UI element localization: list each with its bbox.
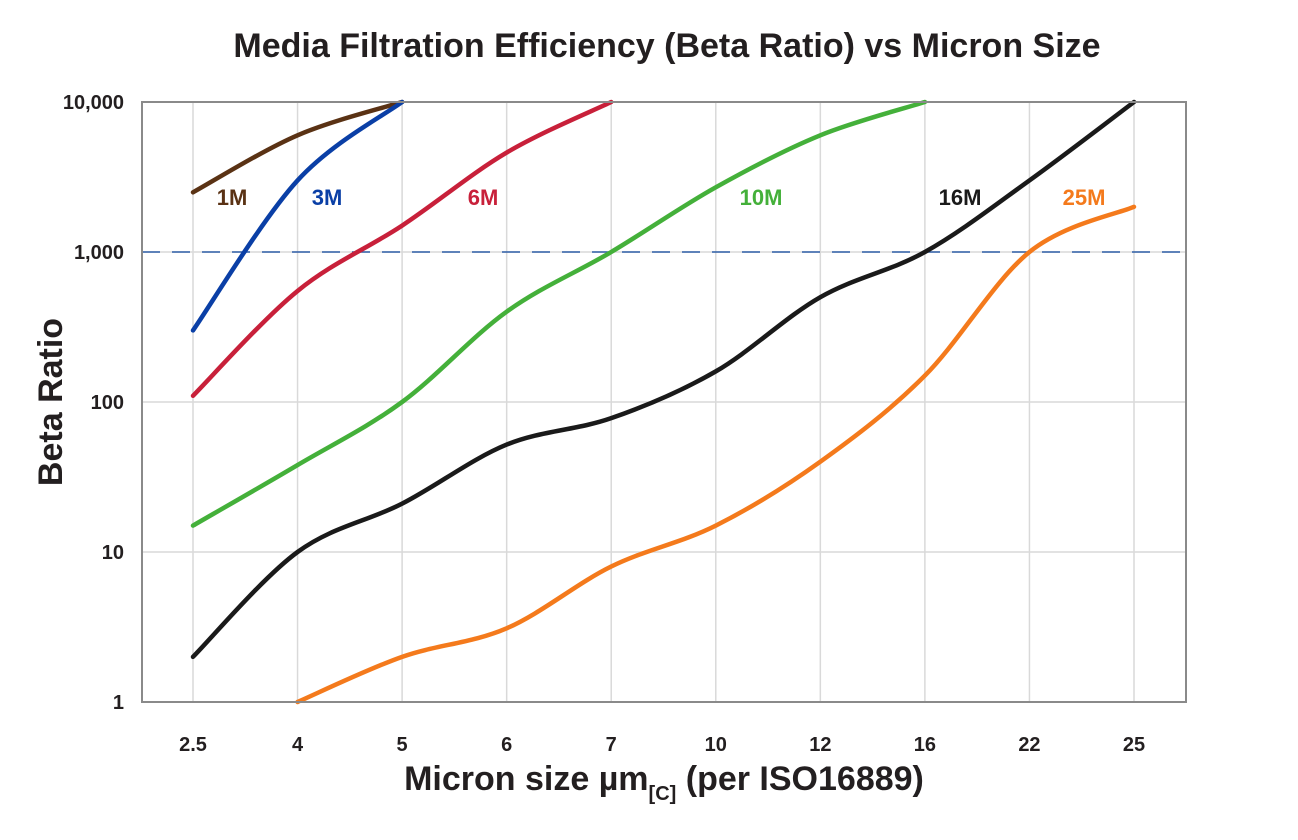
series-line-1M (190, 99, 405, 195)
x-tick-label: 10 (705, 734, 727, 756)
x-tick-label: 2.5 (179, 734, 207, 756)
y-tick-label: 1,000 (74, 242, 124, 264)
series-label-6M: 6M (468, 185, 499, 210)
series-label-10M: 10M (740, 185, 783, 210)
y-tick-label: 1 (113, 692, 124, 714)
x-tick-label: 5 (397, 734, 408, 756)
grid (142, 101, 1186, 703)
series-label-16M: 16M (939, 185, 982, 210)
y-tick-label: 10 (102, 542, 124, 564)
series-line-3M (190, 99, 405, 333)
x-tick-label: 22 (1018, 734, 1040, 756)
y-tick-labels: 1 10 100 1,000 10,000 (63, 92, 124, 714)
x-axis-label-main: Micron size µm (404, 760, 648, 798)
chart-title: Media Filtration Efficiency (Beta Ratio)… (233, 27, 1100, 65)
series-lines (190, 99, 1137, 705)
series-line-25M (295, 204, 1137, 705)
x-tick-labels: 2.5 4 5 6 7 10 12 16 22 25 (179, 734, 1145, 756)
series-line-6M (190, 99, 614, 399)
series-line-16M (190, 99, 1137, 660)
x-tick-label: 6 (501, 734, 512, 756)
series-line-10M (190, 99, 928, 528)
series-label-3M: 3M (312, 185, 343, 210)
series-label-1M: 1M (217, 185, 248, 210)
x-tick-label: 12 (809, 734, 831, 756)
y-tick-label: 10,000 (63, 92, 124, 114)
x-tick-label: 25 (1123, 734, 1145, 756)
series-labels: 1M 3M 6M 10M 16M 25M (217, 185, 1106, 210)
x-tick-label: 4 (292, 734, 304, 756)
x-axis-label-tail: (per ISO16889) (676, 760, 924, 798)
y-tick-label: 100 (91, 392, 124, 414)
x-axis-label: Micron size µm[C] (per ISO16889) (404, 760, 924, 805)
x-tick-label: 16 (914, 734, 936, 756)
x-tick-label: 7 (606, 734, 617, 756)
x-axis-label-subscript: [C] (649, 783, 677, 805)
series-label-25M: 25M (1063, 185, 1106, 210)
y-axis-label: Beta Ratio (32, 318, 70, 486)
plot-frame (141, 101, 1187, 703)
